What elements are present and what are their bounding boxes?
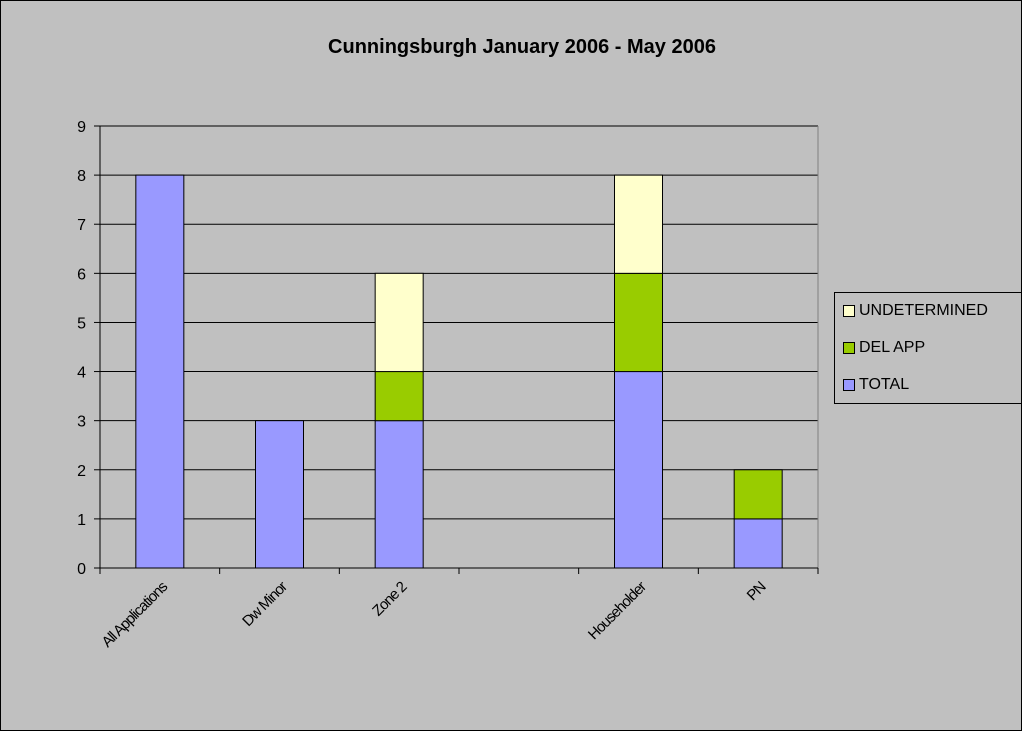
legend-item-total: TOTAL	[843, 373, 909, 397]
bar-total-all-applications	[135, 174, 185, 569]
y-tick-label: 4	[77, 365, 86, 382]
y-tick-label: 6	[77, 266, 86, 283]
y-tick-label: 0	[77, 561, 86, 578]
x-tick-label: Dw Minor	[239, 578, 291, 630]
legend-item-undetermined: UNDETERMINED	[843, 299, 988, 323]
bar-total-householder	[614, 371, 663, 569]
bar-undetermined-zone-2	[374, 272, 424, 373]
x-tick-label: Householder	[585, 578, 650, 643]
y-tick-label: 3	[77, 414, 86, 431]
legend-item-del-app: DEL APP	[843, 336, 925, 360]
x-tick-label: Zone 2	[369, 578, 410, 619]
bar-total-dw-minor	[255, 420, 304, 569]
y-tick-label: 5	[77, 315, 86, 332]
legend-label-del-app: DEL APP	[859, 339, 926, 356]
bar-del-app-zone-2	[374, 371, 424, 422]
legend-label-total: TOTAL	[859, 376, 910, 393]
legend-swatch-undetermined	[843, 305, 855, 317]
y-tick-label: 2	[77, 463, 86, 480]
y-tick-label: 9	[77, 119, 86, 136]
chart-title: Cunningsburgh January 2006 - May 2006	[328, 36, 716, 58]
bar-undetermined-householder	[614, 174, 663, 274]
x-tick-label: PN	[744, 579, 769, 604]
legend-swatch-del-app	[843, 342, 855, 354]
y-tick-label: 7	[77, 217, 86, 234]
bar-total-zone-2	[374, 420, 424, 569]
chart-legend: UNDETERMINED DEL APP TOTAL	[834, 292, 1022, 404]
x-tick-label: All Applications	[99, 578, 171, 650]
bar-del-app-householder	[614, 272, 663, 373]
legend-label-undetermined: UNDETERMINED	[859, 302, 988, 319]
bar-del-app-pn	[733, 469, 783, 520]
y-tick-label: 1	[77, 512, 86, 529]
bar-total-pn	[733, 518, 783, 569]
y-tick-label: 8	[77, 168, 86, 185]
legend-swatch-total	[843, 379, 855, 391]
